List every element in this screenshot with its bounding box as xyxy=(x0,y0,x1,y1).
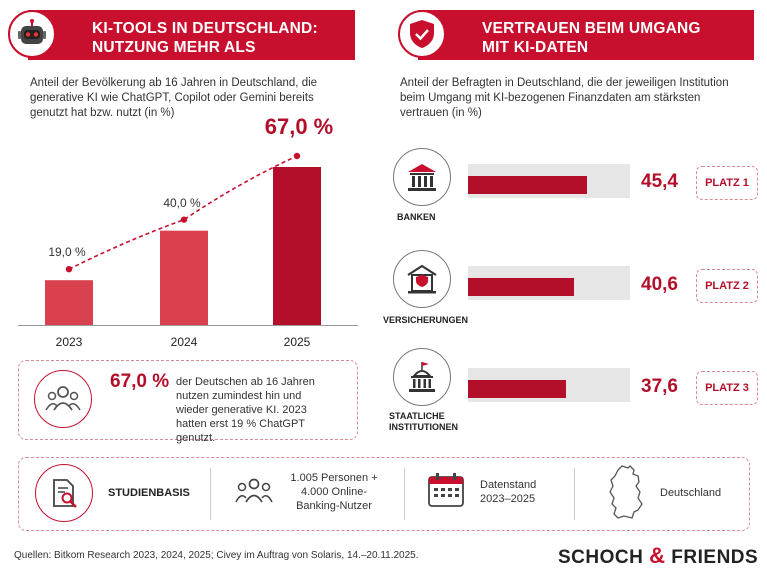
trend-point xyxy=(180,216,188,223)
brand-logo: SCHOCH & FRIENDS xyxy=(558,543,758,569)
fact-studienbasis: STUDIENBASIS xyxy=(108,487,190,499)
x-tick-label: 2023 xyxy=(55,335,83,349)
right-description: Anteil der Befragten in Deutschland, die… xyxy=(400,77,729,119)
left-title-banner: KI-TOOLS IN DEUTSCHLAND: NUTZUNG MEHR AL… xyxy=(28,10,355,75)
government-building-icon xyxy=(393,348,451,406)
brand-left: SCHOCH xyxy=(558,547,644,568)
brand-right: FRIENDS xyxy=(671,547,759,568)
bar-2025 xyxy=(273,167,321,325)
callout-box xyxy=(18,360,358,440)
bar-staatliche xyxy=(468,380,567,398)
brand-amp: & xyxy=(649,543,666,568)
bar-2023 xyxy=(45,280,93,325)
robot-icon xyxy=(8,10,56,58)
calendar-icon xyxy=(426,471,466,514)
data-label: 40,0 % xyxy=(163,195,201,210)
sources: Quellen: Bitkom Research 2023, 2024, 202… xyxy=(14,550,419,561)
left-title-line1: KI-TOOLS IN DEUTSCHLAND: xyxy=(92,20,318,37)
value-versicherungen: 40,6 xyxy=(641,274,678,295)
track-versicherungen xyxy=(468,266,630,300)
facts-box xyxy=(18,457,750,531)
people-icon xyxy=(234,476,274,511)
bar-2024 xyxy=(160,230,208,325)
trend-point xyxy=(65,265,73,273)
germany-map-icon xyxy=(606,464,646,525)
track-banken xyxy=(468,164,630,198)
right-title-line1: VERTRAUEN BEIM UMGANG xyxy=(482,20,701,37)
left-description: Anteil der Bevölkerung ab 16 Jahren in D… xyxy=(30,77,318,119)
bar-versicherungen xyxy=(468,278,575,296)
bar-banken xyxy=(468,176,587,194)
x-tick-label: 2025 xyxy=(283,335,311,349)
data-label: 19,0 % xyxy=(48,245,86,260)
trend-point xyxy=(293,152,301,160)
right-title-banner: VERTRAUEN BEIM UMGANG MIT KI-DATEN xyxy=(418,10,754,60)
value-banken: 45,4 xyxy=(641,171,678,192)
label-staatliche-institutionen: STAATLICHE INSTITUTIONEN xyxy=(389,411,458,432)
left-title-line2: NUTZUNG MEHR ALS VERDREIFACHT xyxy=(92,39,256,75)
x-tick-label: 2024 xyxy=(170,335,198,349)
document-search-icon xyxy=(35,464,93,522)
fact-divider xyxy=(404,468,405,520)
label-banken: BANKEN xyxy=(397,212,436,222)
callout-value: 67,0 % xyxy=(110,371,170,392)
data-label: 67,0 % xyxy=(264,114,334,139)
fact-deutschland: Deutschland xyxy=(660,487,722,499)
callout-text: der Deutschen ab 16 Jahren nutzen zumind… xyxy=(176,376,315,444)
fact-datenstand: Datenstand 2023–2025 xyxy=(480,479,537,505)
track-staatliche xyxy=(468,368,630,402)
rank-versicherungen: PLATZ 2 xyxy=(696,269,758,303)
rank-banken: PLATZ 1 xyxy=(696,166,758,200)
fact-divider xyxy=(574,468,575,520)
fact-sample: 1.005 Personen + 4.000 Online-Banking-Nu… xyxy=(290,472,378,512)
fact-divider xyxy=(210,468,211,520)
bank-icon xyxy=(393,148,451,206)
right-title-line2: MIT KI-DATEN xyxy=(482,39,589,56)
trend-line xyxy=(68,155,298,270)
insurance-building-icon xyxy=(393,250,451,308)
people-group-icon xyxy=(34,370,92,428)
rank-staatliche: PLATZ 3 xyxy=(696,371,758,405)
value-staatliche: 37,6 xyxy=(641,376,678,397)
shield-check-icon xyxy=(398,10,446,58)
label-versicherungen: VERSICHERUNGEN xyxy=(383,315,469,325)
